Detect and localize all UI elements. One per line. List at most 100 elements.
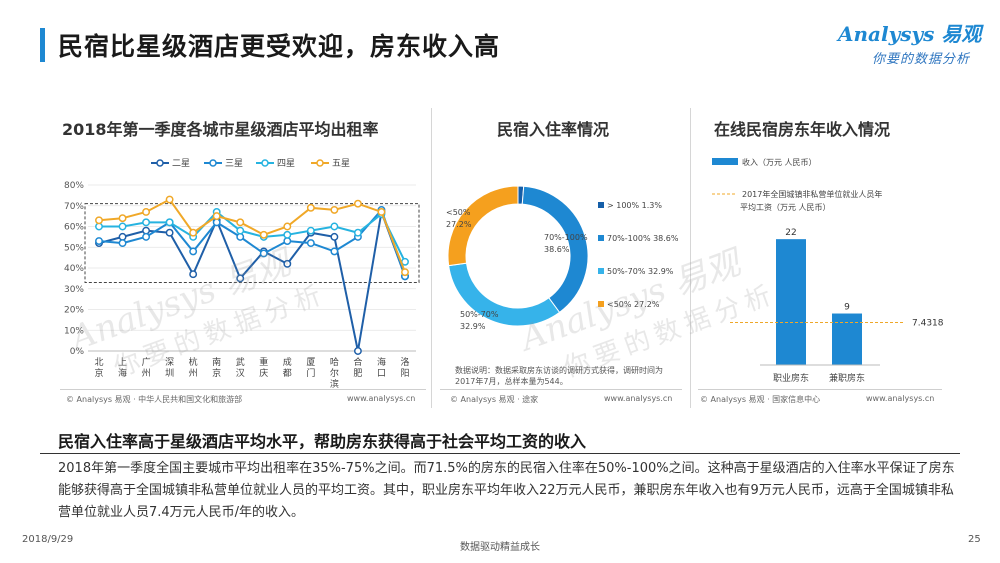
y-tick-label: 10% [64,326,84,336]
y-tick-label: 40% [64,264,84,274]
series-3-point [95,216,103,225]
x-tick-label: 州 [189,368,198,379]
bar-value-label: 9 [844,303,850,313]
x-tick-label: 广 [142,356,151,368]
y-tick-label: 50% [64,243,84,253]
series-2-point [283,230,292,239]
y-tick-label: 70% [64,202,84,212]
x-tick-label: 圳 [165,368,174,379]
x-tick-label: 杭 [189,356,198,368]
series-0-point [118,232,127,241]
series-1-point [259,249,268,258]
x-tick-label: 成 [283,356,292,368]
left-panel-baseline [60,389,426,390]
y-tick-label: 80% [64,181,84,191]
conclusion-title: 民宿入住率高于星级酒店平均水平，帮助房东获得高于社会平均工资的收入 [58,432,587,451]
donut-slice-3 [447,185,519,267]
bar-value-label: 22 [785,228,796,238]
right-source: © Analysys 易观 · 国家信息中心 [700,395,821,404]
donut-callout: 70%-100% [544,233,588,242]
page-date: 2018/9/29 [22,534,74,545]
x-tick-label: 汉 [236,368,245,379]
bar-legend-label: 收入（万元 人民币） [742,157,817,167]
donut-callout: 38.6% [544,245,570,254]
series-2-point [95,222,103,231]
series-3-point [377,208,386,216]
x-tick-label: 京 [212,367,221,379]
series-3-point [212,212,221,221]
donut-legend-swatch-1 [598,235,604,241]
x-tick-label: 尔 [330,367,339,379]
income-bar-0 [776,239,806,365]
x-tick-label: 哈 [330,356,339,368]
y-tick-label: 60% [64,223,84,233]
series-1-point [212,218,221,227]
page-title: 民宿比星级酒店更受欢迎，房东收入高 [58,32,501,61]
reference-legend-line-text: 平均工资（万元 人民币） [740,202,831,212]
panel-divider-right [690,108,691,408]
x-tick-label: 厦 [306,357,315,368]
series-1-point [236,232,245,241]
donut-legend-swatch-3 [598,301,604,307]
series-0-point [142,226,151,235]
title-accent-bar [40,28,45,62]
legend-label-1: 三星 [225,158,243,169]
donut-callout: 32.9% [460,322,486,331]
right-site: www.analysys.cn [866,394,935,403]
series-3-point [142,208,151,216]
legend-label-0: 二星 [172,158,190,169]
conclusion-body: 2018年第一季度全国主要城市平均出租率在35%-75%之间。而71.5%的房东… [58,461,955,520]
x-tick-label: 上 [118,357,127,368]
series-3-point [353,199,362,208]
bar-legend-swatch [712,158,738,165]
series-2-point [353,228,362,237]
right-panel-title: 在线民宿房东年收入情况 [714,120,891,139]
series-1-point [118,239,127,248]
bar-category-label: 职业房东 [773,372,809,384]
donut-callout: 50%-70% [460,310,499,319]
series-1-point [306,239,315,248]
left-panel-title: 2018年第一季度各城市星级酒店平均出租率 [62,120,379,139]
series-3-point [259,230,268,239]
x-tick-label: 阳 [400,368,409,379]
series-2-point [165,218,174,227]
x-tick-label: 州 [142,368,151,379]
series-2-point [306,226,315,235]
legend-marker-1 [209,159,217,167]
left-site: www.analysys.cn [347,394,416,403]
middle-panel-baseline [440,389,682,390]
series-2-point [118,222,127,231]
homestay-occupancy-donut-chart: <50% 27.2% 70%-100% 38.6% 50%-70% 32.9% > 100%… [446,185,679,331]
panel-divider-left [431,108,432,408]
right-panel-baseline [698,389,942,390]
series-2-point [330,222,339,231]
x-tick-label: 庆 [259,367,268,379]
series-3-point [236,218,245,227]
y-tick-label: 0% [70,347,85,357]
middle-source: © Analysys 易观 · 途家 [450,395,539,404]
x-tick-label: 门 [306,367,315,379]
donut-callout: 27.2% [446,220,472,229]
x-tick-label: 肥 [353,368,362,379]
series-3-point [165,195,174,204]
donut-legend-label-2: 50%-70% 32.9% [607,267,674,276]
y-tick-label: 30% [64,285,84,295]
host-income-bar-chart: 收入（万元 人民币） 2017年全国城镇非私营单位就业人员年平均工资（万元 人民币… [712,157,944,384]
logo-name: Analysys 易观 [838,22,982,46]
donut-callout: <50% [446,208,471,217]
series-line-3 [98,198,406,273]
x-tick-label: 滨 [330,378,339,390]
donut-legend-label-1: 70%-100% 38.6% [607,234,679,243]
conclusion-underline [40,453,960,454]
series-line-1 [98,207,406,277]
series-0-point [330,232,339,241]
series-1-point [330,247,339,256]
page-number: 25 [968,534,981,545]
series-0-point [189,270,198,279]
series-0-point [283,259,292,268]
series-1-point [189,247,198,256]
y-tick-label: 20% [64,306,84,316]
series-1-point [142,232,151,241]
series-3-point [189,228,198,237]
x-tick-label: 南 [212,356,221,368]
